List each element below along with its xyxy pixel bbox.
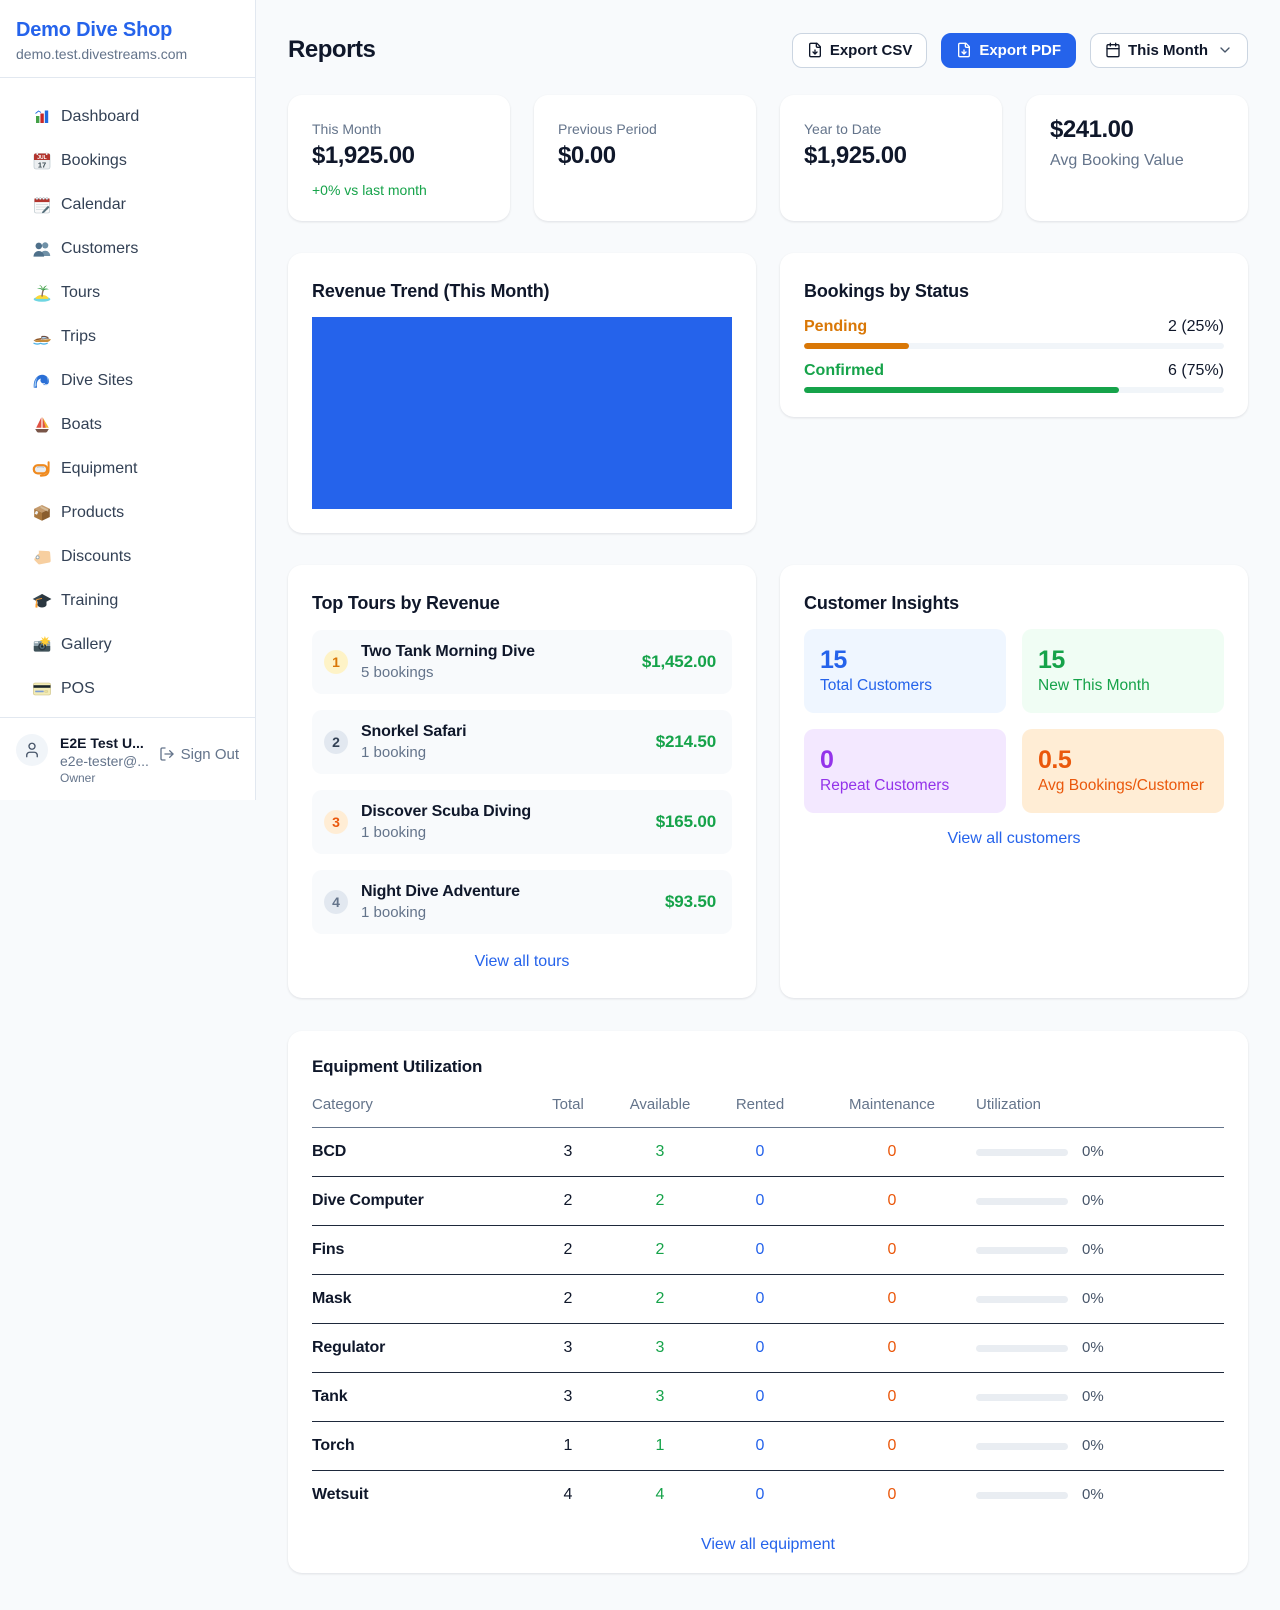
svg-text:JUL: JUL bbox=[37, 155, 46, 161]
svg-text:17: 17 bbox=[38, 160, 46, 169]
